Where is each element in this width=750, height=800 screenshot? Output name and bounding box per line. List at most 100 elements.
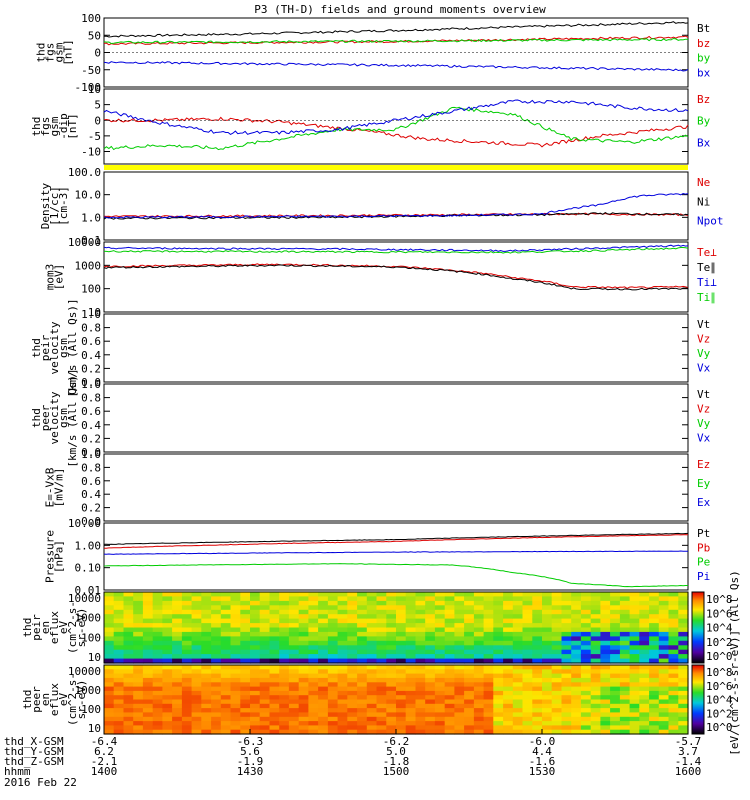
p9-ylabel-line: peir [30,614,43,641]
p10-cell [580,686,592,692]
p10-cell [473,673,485,679]
p10-cell [600,690,611,696]
p9-cell [522,645,533,651]
p9-cell [318,631,329,637]
p9-cell [288,654,300,660]
p9-cell [288,596,300,602]
p9-cell [473,654,485,660]
p10-cell [357,716,368,722]
p9-cell [590,592,601,597]
p9-cell [104,631,115,637]
p10-cell [464,699,475,705]
p9-cell [551,600,562,606]
p1-ylabel-line: thd [35,43,48,63]
p10-cell [201,677,212,683]
p10-cell [590,708,601,713]
p9-cell [619,618,631,624]
p9-cell [464,649,475,655]
p9-cell [104,640,115,646]
p8-series-Pt [104,532,689,545]
p10-ylabel-line: eV [57,693,70,707]
p10-cell [211,725,222,731]
p9-cell [386,654,397,660]
p10-cell [220,725,232,731]
p10-cell [259,677,270,683]
p9-cell [123,609,134,615]
p4-legend-Ti∥: Ti∥ [697,291,716,304]
p10-cell [133,695,144,701]
p9-cell [580,627,592,633]
p9-cell [512,640,524,646]
p9-cell [415,636,426,642]
p9-cell [123,623,134,629]
p10-cell [561,677,572,683]
p9-cell [337,649,348,655]
p10-cell [405,703,416,709]
p9-cell [298,623,309,629]
p10-cell [580,712,592,718]
p10-cell [619,686,631,692]
p10-cell [396,682,407,688]
p10-cell [191,673,202,679]
p9-cell [444,600,455,606]
p10-cell [522,673,533,679]
p10-cell [133,716,144,722]
p10-cell [425,708,436,713]
p9-cell [279,649,290,655]
p10-cell [366,721,378,726]
p10-cell [464,665,475,670]
p9-cell [279,592,290,597]
p9-colorbar-tick: 10^2 [706,636,733,649]
p9-cell [357,640,368,646]
p10-cell [201,665,212,670]
p10-cell [172,712,183,718]
p9-cell [133,623,144,629]
p10-cell [366,716,378,722]
p9-cell [405,614,416,620]
p3-tick-label: 100.0 [68,166,101,179]
p10-cell [600,699,611,705]
p10-cell [503,725,514,731]
p9-cell [493,596,504,602]
p9-cell [376,640,387,646]
p10-cell [503,669,514,675]
p9-cell [240,623,251,629]
p10-cell [532,712,543,718]
p9-cell [493,649,504,655]
p6-tick-label: 0.2 [81,432,101,445]
p9-cell [434,600,446,606]
p9-cell [590,627,601,633]
p10-cell [542,729,553,735]
p10-cell [610,725,621,731]
p10-cell [551,725,562,731]
p10-cell [444,690,455,696]
p10-cell [288,690,300,696]
p9-cell [366,631,378,637]
p3-ylabel-line: [1/cc] [48,186,61,226]
p9-cell [181,645,193,651]
p9-cell [162,631,173,637]
p9-cell [201,596,212,602]
p9-cell [337,627,348,633]
p9-cell [357,623,368,629]
p10-cell [259,669,270,675]
p9-cell [230,640,241,646]
p10-cell [590,725,601,731]
p10-cell [522,712,533,718]
p9-cell [142,645,154,651]
p9-cell [288,600,300,606]
p9-cell [211,627,222,633]
p9-cell [532,645,543,651]
p9-cell [288,649,300,655]
p2-series-Bx [103,99,689,135]
p9-cell [434,609,446,615]
p10-cell [590,716,601,722]
p5-tick-label: 0.0 [81,376,101,389]
p9-cell [415,592,426,597]
p9-cell [473,640,485,646]
p10-cell [561,712,572,718]
p5-legend-Vz: Vz [697,333,710,346]
p10-cell [532,695,543,701]
p9-cell [288,640,300,646]
p10-cell [493,725,504,731]
